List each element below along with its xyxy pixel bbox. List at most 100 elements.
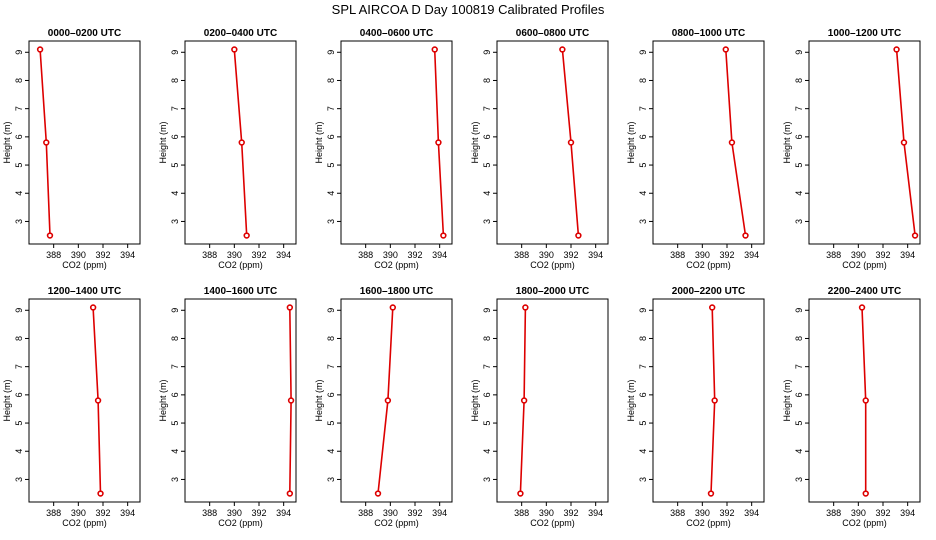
- y-axis-label: Height (m): [782, 121, 792, 163]
- panel-title: 1600–1800 UTC: [360, 286, 433, 297]
- y-tick-label: 6: [482, 134, 492, 139]
- y-tick-label: 9: [326, 50, 336, 55]
- y-tick-label: 8: [638, 78, 648, 83]
- plot-frame: [184, 298, 297, 503]
- y-tick-label: 4: [794, 191, 804, 196]
- y-tick-label: 3: [14, 477, 24, 482]
- x-tick-label: 390: [539, 250, 554, 260]
- x-tick-label: 394: [276, 250, 291, 260]
- panel-title: 0000–0200 UTC: [48, 28, 121, 39]
- profile-panel: 0000–0200 UTC 388 390 392 394 CO2 (ppm) 3 4 5 6 7 8…: [2, 28, 141, 270]
- y-tick-label: 4: [326, 449, 336, 454]
- y-axis-label: Height (m): [626, 121, 636, 163]
- data-point: [911, 232, 919, 239]
- data-point: [517, 490, 524, 497]
- y-tick-label: 5: [14, 421, 24, 426]
- x-tick-label: 392: [875, 508, 890, 518]
- data-point: [287, 397, 295, 404]
- panel-title: 1400–1600 UTC: [204, 286, 277, 297]
- y-tick-label: 9: [326, 308, 336, 313]
- x-tick-label: 390: [851, 508, 866, 518]
- y-tick-label: 5: [482, 163, 492, 168]
- x-tick-label: 390: [227, 250, 242, 260]
- data-point: [97, 490, 104, 497]
- y-tick-label: 7: [326, 364, 336, 369]
- y-tick-label: 5: [326, 421, 336, 426]
- x-tick-label: 392: [95, 250, 110, 260]
- y-tick-label: 9: [482, 50, 492, 55]
- data-point: [711, 397, 718, 404]
- data-point: [567, 139, 575, 146]
- y-tick-label: 4: [482, 449, 492, 454]
- data-point: [575, 232, 582, 239]
- x-tick-label: 392: [719, 250, 734, 260]
- x-axis-label: CO2 (ppm): [62, 260, 107, 270]
- plot-frame: [652, 40, 765, 245]
- y-tick-label: 6: [326, 134, 336, 139]
- data-point: [858, 304, 866, 311]
- x-tick-label: 388: [202, 508, 217, 518]
- y-tick-label: 4: [170, 449, 180, 454]
- y-tick-label: 9: [170, 308, 180, 313]
- data-point: [522, 304, 529, 311]
- data-point: [36, 46, 44, 53]
- profile-panel: 0400–0600 UTC 388 390 392 394 CO2 (ppm) 3 4 5 6 7 8…: [314, 28, 453, 270]
- y-tick-label: 7: [326, 106, 336, 111]
- x-tick-label: 390: [71, 250, 86, 260]
- y-tick-label: 8: [326, 78, 336, 83]
- data-point: [900, 139, 908, 146]
- data-point: [94, 397, 102, 404]
- x-tick-label: 388: [514, 250, 529, 260]
- x-tick-label: 392: [563, 250, 578, 260]
- y-tick-label: 5: [638, 421, 648, 426]
- figure-title: SPL AIRCOA D Day 100819 Calibrated Profi…: [332, 2, 605, 17]
- x-tick-label: 392: [251, 250, 266, 260]
- y-tick-label: 6: [794, 392, 804, 397]
- x-tick-label: 390: [851, 250, 866, 260]
- x-tick-label: 394: [120, 508, 135, 518]
- y-tick-label: 4: [638, 191, 648, 196]
- y-tick-label: 8: [326, 336, 336, 341]
- y-tick-label: 4: [326, 191, 336, 196]
- y-tick-label: 8: [14, 336, 24, 341]
- y-tick-label: 3: [326, 477, 336, 482]
- x-tick-label: 388: [202, 250, 217, 260]
- x-axis-label: CO2 (ppm): [842, 260, 887, 270]
- x-tick-label: 388: [826, 508, 841, 518]
- y-tick-label: 6: [326, 392, 336, 397]
- y-tick-label: 7: [482, 364, 492, 369]
- x-tick-label: 392: [875, 250, 890, 260]
- y-tick-label: 3: [482, 477, 492, 482]
- y-axis-label: Height (m): [314, 379, 324, 421]
- y-tick-label: 5: [326, 163, 336, 168]
- x-axis-label: CO2 (ppm): [374, 260, 419, 270]
- x-tick-label: 388: [514, 508, 529, 518]
- y-tick-label: 4: [14, 449, 24, 454]
- y-tick-label: 3: [14, 219, 24, 224]
- data-point: [286, 304, 294, 311]
- data-point: [243, 232, 250, 239]
- y-tick-label: 3: [326, 219, 336, 224]
- y-tick-label: 4: [482, 191, 492, 196]
- x-tick-label: 392: [563, 508, 578, 518]
- profile-panel: 0600–0800 UTC 388 390 392 394 CO2 (ppm) 3 4 5 6 7 8…: [470, 28, 609, 270]
- plot-frame: [184, 40, 297, 245]
- plot-frame: [340, 40, 453, 245]
- data-point: [89, 304, 97, 311]
- y-tick-label: 7: [638, 364, 648, 369]
- profile-panel: 0200–0400 UTC 388 390 392 394 CO2 (ppm) 3 4 5 6 7 8…: [158, 28, 297, 270]
- y-tick-label: 9: [638, 308, 648, 313]
- x-tick-label: 390: [539, 508, 554, 518]
- y-tick-label: 9: [14, 50, 24, 55]
- x-axis-label: CO2 (ppm): [218, 518, 263, 528]
- plot-frame: [340, 298, 453, 503]
- x-tick-label: 394: [900, 250, 915, 260]
- x-tick-label: 388: [670, 508, 685, 518]
- y-tick-label: 3: [170, 219, 180, 224]
- data-point: [286, 490, 294, 497]
- data-point: [707, 490, 715, 497]
- x-tick-label: 392: [719, 508, 734, 518]
- profile-panel: 2000–2200 UTC 388 390 392 394 CO2 (ppm) 3 4 5 6 7 8…: [626, 286, 765, 528]
- y-tick-label: 9: [482, 308, 492, 313]
